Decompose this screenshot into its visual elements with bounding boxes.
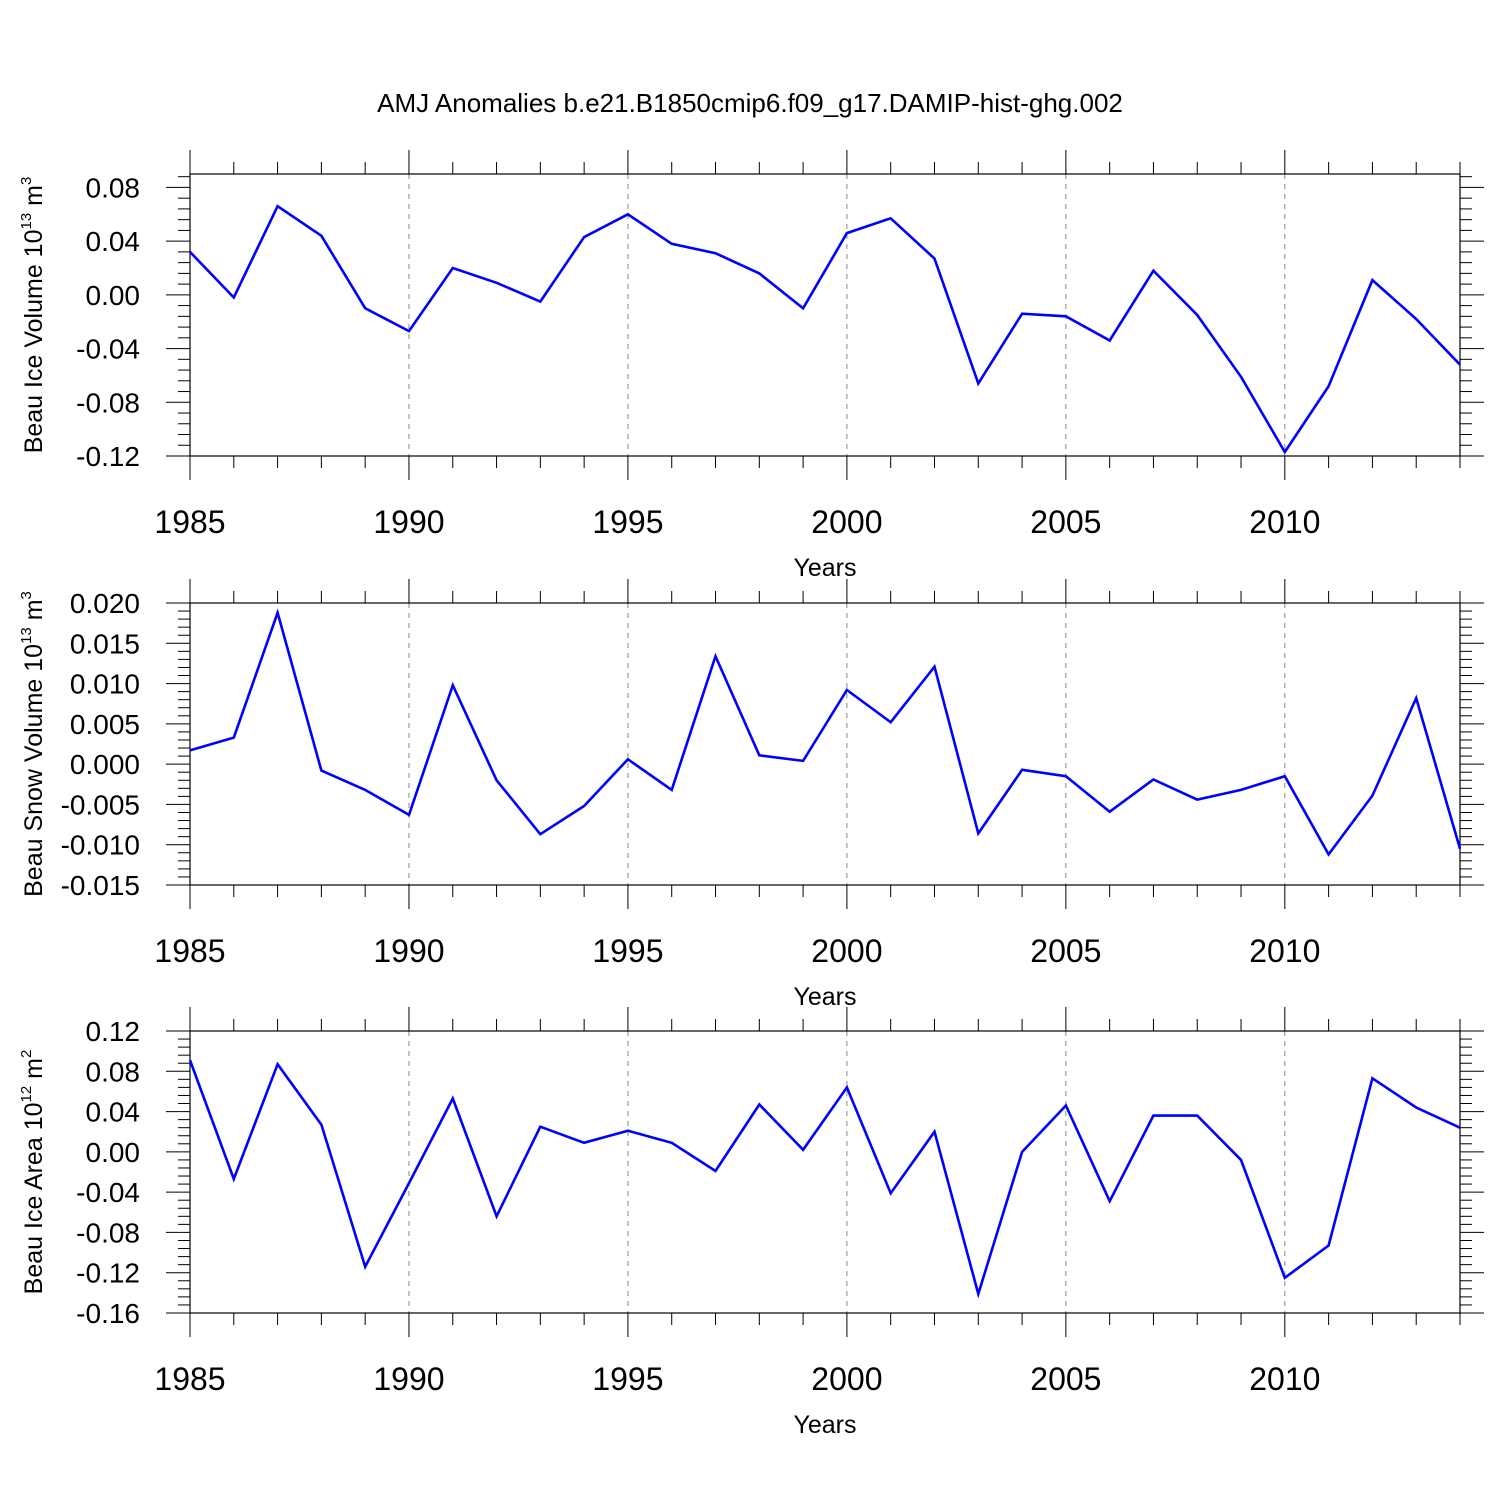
x-tick-label: 1990 bbox=[373, 504, 444, 540]
x-tick-label: 2000 bbox=[811, 504, 882, 540]
y-axis-label-exponent: 2 bbox=[18, 1050, 35, 1058]
y-axis-label-exponent: 13 bbox=[18, 213, 35, 230]
y-tick-label: 0.020 bbox=[70, 588, 140, 619]
x-tick-label: 2005 bbox=[1030, 504, 1101, 540]
x-tick-label: 2000 bbox=[811, 1361, 882, 1397]
x-tick-label: 2010 bbox=[1249, 504, 1320, 540]
y-tick-label: -0.005 bbox=[61, 789, 140, 820]
y-tick-label: -0.010 bbox=[61, 830, 140, 861]
y-tick-label: 0.00 bbox=[86, 280, 141, 311]
y-tick-label: 0.00 bbox=[86, 1137, 141, 1168]
y-tick-label: -0.12 bbox=[76, 441, 140, 472]
y-tick-label: 0.08 bbox=[86, 1056, 141, 1087]
y-tick-label: -0.04 bbox=[76, 334, 140, 365]
y-tick-label: -0.08 bbox=[76, 1217, 140, 1248]
plot-frame bbox=[189, 602, 1461, 886]
x-tick-label: 1985 bbox=[154, 933, 225, 969]
y-tick-label: -0.04 bbox=[76, 1177, 140, 1208]
y-axis-label-exponent: 3 bbox=[18, 591, 35, 599]
y-axis-label-text: m bbox=[20, 599, 48, 627]
y-axis-label-exponent: 3 bbox=[18, 177, 35, 185]
x-tick-label: 1985 bbox=[154, 504, 225, 540]
x-axis-label: Years bbox=[793, 983, 856, 1011]
x-axis-label: Years bbox=[793, 1411, 856, 1439]
x-tick-label: 1985 bbox=[154, 1361, 225, 1397]
y-tick-label: 0.04 bbox=[86, 1097, 141, 1128]
y-tick-label: 0.000 bbox=[70, 749, 140, 780]
y-axis-label: Beau Ice Volume 1013 m3 bbox=[18, 177, 48, 454]
panel-2: 0.020 0.015 0.010 0.005 0.000 -0.005 -0.010 -0.… bbox=[18, 579, 1484, 1011]
y-tick-label: 0.010 bbox=[70, 669, 140, 700]
y-tick-label: -0.12 bbox=[76, 1258, 140, 1289]
y-tick-label: 0.04 bbox=[86, 226, 141, 257]
y-tick-label: -0.015 bbox=[61, 870, 140, 901]
panel-1: 0.08 0.04 0.00 -0.04 -0.08 -0.12 1985 1990 1995 2… bbox=[18, 150, 1484, 582]
y-axis-label-exponent: 12 bbox=[18, 1086, 35, 1103]
y-tick-label: 0.12 bbox=[86, 1016, 141, 1047]
x-axis-label: Years bbox=[793, 554, 856, 582]
panel-3: 0.12 0.08 0.04 0.00 -0.04 -0.08 -0.12 -0.16 1985… bbox=[18, 1007, 1484, 1439]
y-tick-label: -0.16 bbox=[76, 1298, 140, 1329]
y-axis-label: Beau Snow Volume 1013 m3 bbox=[18, 591, 48, 897]
y-axis-label-text: Beau Ice Volume 10 bbox=[20, 230, 48, 454]
y-axis-label: Beau Ice Area 1012 m2 bbox=[18, 1050, 48, 1295]
x-tick-label: 2000 bbox=[811, 933, 882, 969]
x-tick-label: 1990 bbox=[373, 1361, 444, 1397]
y-tick-label: 0.005 bbox=[70, 709, 140, 740]
series-line bbox=[188, 1059, 1461, 1299]
x-tick-label: 2010 bbox=[1249, 933, 1320, 969]
y-axis-label-exponent: 13 bbox=[18, 627, 35, 644]
x-tick-label: 2005 bbox=[1030, 1361, 1101, 1397]
x-tick-label: 1990 bbox=[373, 933, 444, 969]
x-tick-label: 1995 bbox=[592, 933, 663, 969]
plot-frame bbox=[189, 1030, 1461, 1314]
x-tick-label: 2005 bbox=[1030, 933, 1101, 969]
y-axis-label-text: m bbox=[20, 185, 48, 213]
plot-frame bbox=[189, 173, 1461, 457]
panels: 0.08 0.04 0.00 -0.04 -0.08 -0.12 1985 1990 1995 2… bbox=[18, 150, 1484, 1439]
y-tick-label: 0.015 bbox=[70, 628, 140, 659]
chart-title: AMJ Anomalies b.e21.B1850cmip6.f09_g17.D… bbox=[377, 88, 1123, 118]
y-axis-label-text: m bbox=[20, 1058, 48, 1086]
series-line bbox=[189, 608, 1462, 857]
y-axis-label-text: Beau Ice Area 10 bbox=[20, 1103, 48, 1295]
x-tick-label: 2010 bbox=[1249, 1361, 1320, 1397]
x-tick-label: 1995 bbox=[592, 504, 663, 540]
y-tick-label: 0.08 bbox=[86, 172, 141, 203]
series-line bbox=[189, 204, 1461, 455]
y-axis-label-text: Beau Snow Volume 10 bbox=[20, 644, 48, 897]
y-tick-label: -0.08 bbox=[76, 387, 140, 418]
x-tick-label: 1995 bbox=[592, 1361, 663, 1397]
